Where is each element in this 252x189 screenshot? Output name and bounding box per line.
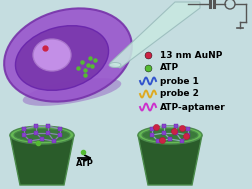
Ellipse shape [138,126,202,144]
Polygon shape [138,135,202,185]
Text: probe 1: probe 1 [160,77,199,85]
Text: ATP: ATP [160,64,179,73]
Text: 13 nm AuNP: 13 nm AuNP [160,50,222,60]
Ellipse shape [14,129,70,142]
Ellipse shape [4,8,132,102]
Polygon shape [10,135,74,185]
Text: probe 2: probe 2 [160,90,199,98]
Ellipse shape [10,126,74,144]
Text: ATP: ATP [76,159,94,167]
Ellipse shape [23,78,121,106]
Ellipse shape [33,39,71,71]
Ellipse shape [15,26,109,90]
Ellipse shape [109,63,121,67]
Ellipse shape [142,129,198,142]
Polygon shape [110,2,200,68]
Text: ATP-aptamer: ATP-aptamer [160,102,226,112]
